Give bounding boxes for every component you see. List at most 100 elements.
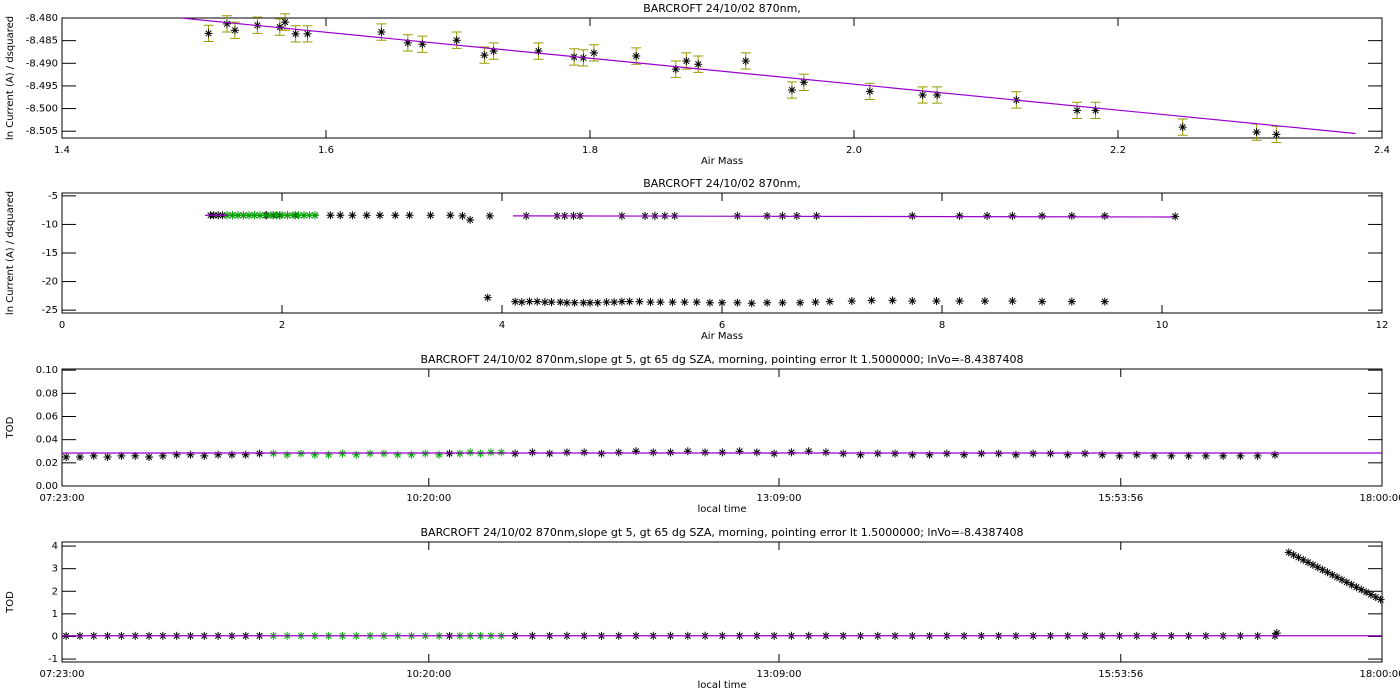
data-point — [955, 297, 964, 305]
plot-frame — [61, 368, 1383, 487]
data-point — [362, 211, 371, 220]
x-tick-label: 1.8 — [582, 145, 598, 156]
data-point — [426, 211, 435, 220]
x-tick-label: 07:23:00 — [40, 669, 85, 680]
data-point — [1289, 550, 1298, 559]
x-tick-label: 2 — [279, 320, 285, 331]
data-point — [617, 297, 626, 306]
data-point — [131, 451, 140, 460]
data-point — [204, 29, 213, 38]
data-point — [1362, 588, 1371, 597]
data-point — [908, 450, 917, 459]
data-point — [1171, 212, 1180, 221]
y-tick-label: -20 — [42, 277, 58, 288]
data-point — [562, 298, 571, 307]
x-tick-label: 1.4 — [54, 145, 70, 156]
data-point — [393, 450, 402, 459]
y-tick-label: 3 — [52, 564, 58, 575]
data-point — [787, 86, 796, 94]
y-tick-label: -8.500 — [26, 104, 58, 115]
data-point — [1100, 211, 1109, 220]
data-point — [223, 19, 231, 28]
data-point — [799, 78, 808, 87]
data-point — [534, 47, 543, 56]
data-point — [983, 211, 992, 220]
data-point — [1323, 568, 1332, 577]
data-point — [1371, 593, 1380, 602]
data-point — [234, 211, 242, 220]
data-point — [230, 26, 239, 35]
y-tick-label: -15 — [42, 248, 58, 259]
data-point — [847, 297, 856, 305]
data-point — [683, 447, 692, 456]
y-tick-label: 0.06 — [36, 411, 58, 422]
x-tick-label: 1.6 — [318, 145, 334, 156]
y-tick-label: -8.495 — [26, 81, 58, 92]
data-point — [625, 297, 634, 306]
x-tick-label: 18:00:00 — [1360, 493, 1400, 504]
data-point — [466, 215, 475, 224]
data-point — [275, 23, 284, 32]
data-point — [1219, 451, 1228, 460]
data-point — [1067, 297, 1076, 306]
x-tick-label: 2.4 — [1374, 145, 1390, 156]
data-point — [300, 211, 308, 220]
data-point — [668, 298, 677, 307]
data-point — [489, 47, 498, 56]
data-point — [291, 29, 300, 38]
data-point — [908, 297, 917, 305]
x-tick-label: 8 — [939, 320, 945, 331]
y-tick-label: 0 — [52, 631, 58, 642]
data-point — [778, 298, 787, 307]
data-point — [1347, 580, 1356, 589]
plot-frame — [61, 192, 1383, 314]
data-point — [452, 36, 461, 45]
data-point — [261, 211, 270, 220]
y-tick-label: 0.00 — [36, 481, 58, 492]
data-point — [324, 450, 333, 459]
data-point — [1304, 558, 1313, 567]
data-point — [75, 453, 84, 462]
data-point — [485, 211, 494, 220]
data-point — [632, 52, 641, 61]
x-axis-label: local time — [697, 680, 746, 691]
x-tick-label: 15:53:56 — [1098, 669, 1143, 680]
data-point — [511, 297, 520, 306]
x-tick-label: 15:53:56 — [1098, 493, 1143, 504]
data-point — [692, 298, 701, 307]
data-point — [377, 28, 386, 37]
data-point — [214, 450, 223, 459]
data-point — [517, 298, 526, 307]
data-point — [352, 450, 361, 459]
fit-line — [205, 214, 1174, 218]
data-point — [348, 211, 357, 220]
x-tick-label: 6 — [719, 320, 725, 331]
x-tick-label: 2.2 — [1110, 145, 1126, 156]
x-tick-label: 07:23:00 — [40, 493, 85, 504]
data-point — [804, 447, 813, 456]
data-point — [1008, 297, 1017, 305]
data-point — [705, 298, 714, 307]
x-tick-label: 10 — [1156, 320, 1169, 331]
data-point — [1167, 451, 1176, 460]
y-axis-label: ln Current (A) / dsquared — [5, 191, 16, 315]
x-tick-label: 18:00:00 — [1360, 669, 1400, 680]
x-tick-label: 13:09:00 — [757, 669, 802, 680]
data-point — [1284, 548, 1293, 557]
data-point — [570, 298, 579, 307]
plot-frame — [61, 541, 1383, 663]
x-tick-label: 12 — [1376, 320, 1389, 331]
data-point — [718, 298, 726, 307]
data-point — [1333, 573, 1342, 582]
y-tick-label: -10 — [42, 219, 58, 230]
data-point — [960, 450, 969, 459]
data-point — [1376, 595, 1385, 604]
data-point — [289, 211, 297, 220]
data-point — [283, 450, 292, 459]
data-point — [1294, 553, 1303, 562]
data-point — [586, 298, 594, 307]
data-point — [1352, 583, 1361, 592]
y-tick-label: -1 — [48, 654, 58, 665]
data-point — [272, 211, 281, 220]
data-point — [326, 211, 335, 220]
